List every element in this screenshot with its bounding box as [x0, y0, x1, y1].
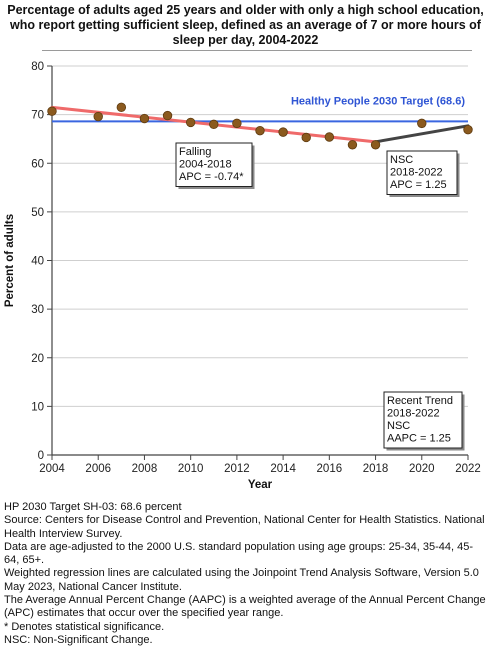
title-divider: [42, 50, 472, 51]
data-point: [185, 117, 196, 128]
y-tick-label: 80: [31, 61, 44, 73]
nsc-annotation-text: 2018-2022: [390, 167, 443, 179]
x-tick-label: 2006: [85, 463, 111, 475]
data-point: [324, 132, 335, 142]
x-tick-label: 2016: [317, 463, 343, 475]
y-axis-title: Percent of adults: [4, 214, 16, 307]
data-point: [278, 127, 288, 137]
data-point: [139, 113, 150, 124]
note-source: Source: Centers for Disease Control and …: [4, 514, 485, 540]
note-regression: Weighted regression lines are calculated…: [4, 567, 479, 593]
falling-annotation-text: APC = -0.74*: [179, 171, 244, 183]
nsc-annotation-frame: [386, 150, 458, 195]
data-point: [232, 118, 242, 129]
falling-annotation-text: 2004-2018: [179, 159, 232, 171]
grid-lines: [52, 65, 468, 407]
data-point: [463, 124, 473, 135]
recent-trend-annotation-text: AAPC = 1.25: [387, 433, 451, 445]
recent-trend-annotation-text: Recent Trend: [387, 395, 453, 407]
recent-trend-annotation-frame: [383, 391, 463, 449]
nsc-annotation-text: APC = 1.25: [390, 179, 447, 191]
data-point: [47, 106, 57, 116]
y-tick-label: 40: [31, 256, 44, 268]
recent-trend-annotation-text: NSC: [387, 420, 410, 432]
y-tick-label: 20: [31, 353, 44, 365]
y-tick-label: 30: [31, 304, 44, 316]
recent-trend-annotation-text: 2018-2022: [387, 408, 440, 420]
data-point: [417, 118, 427, 129]
data-point: [116, 102, 127, 113]
data-point: [301, 132, 311, 143]
nsc-annotation-text: NSC: [390, 154, 413, 166]
x-tick-label: 2020: [409, 463, 435, 475]
chart-notes: HP 2030 Target SH-03: 68.6 percent Sourc…: [4, 501, 488, 647]
data-point: [93, 111, 103, 122]
x-tick-label: 2010: [178, 463, 204, 475]
x-tick-label: 2008: [132, 463, 158, 475]
x-axis-title: Year: [248, 479, 273, 491]
chart: 0 10 20 30 40 50 60 70 80 2004 2006 2008 2010 2012 201…: [4, 61, 481, 491]
y-tick-label: 70: [31, 110, 44, 122]
data-point: [347, 140, 358, 150]
x-tick-label: 2014: [270, 463, 296, 475]
series: Healthy People 2030 Target (68.6): [47, 95, 473, 150]
x-tick-label: 2018: [363, 463, 389, 475]
note-nsc: NSC: Non-Significant Change.: [4, 633, 153, 646]
x-tick-label: 2022: [455, 463, 481, 475]
nsc-trend-line: [374, 124, 470, 144]
x-tick-label: 2012: [224, 463, 250, 475]
falling-annotation-frame: [175, 142, 253, 187]
note-age-adjust: Data are age-adjusted to the 2000 U.S. s…: [4, 540, 474, 567]
y-tick-label: 60: [31, 158, 44, 170]
axes: 0 10 20 30 40 50 60 70 80 2004 2006 2008 2010 2012 201…: [4, 61, 481, 491]
x-tick-label: 2004: [39, 463, 65, 475]
y-tick-label: 10: [31, 401, 44, 413]
data-point: [255, 125, 265, 136]
data-point: [370, 140, 381, 150]
data-point: [162, 110, 173, 121]
target-label: Healthy People 2030 Target (68.6): [291, 95, 465, 107]
note-aapc: The Average Annual Percent Change (AAPC)…: [4, 594, 486, 620]
note-significance: * Denotes statistical significance.: [4, 620, 165, 633]
falling-annotation-text: Falling: [179, 146, 211, 158]
data-point: [209, 119, 219, 130]
y-tick-label: 0: [38, 450, 44, 462]
y-tick-label: 50: [31, 207, 44, 219]
note-target: HP 2030 Target SH-03: 68.6 percent: [4, 501, 182, 513]
chart-title: Percentage of adults aged 25 years and o…: [7, 3, 484, 47]
